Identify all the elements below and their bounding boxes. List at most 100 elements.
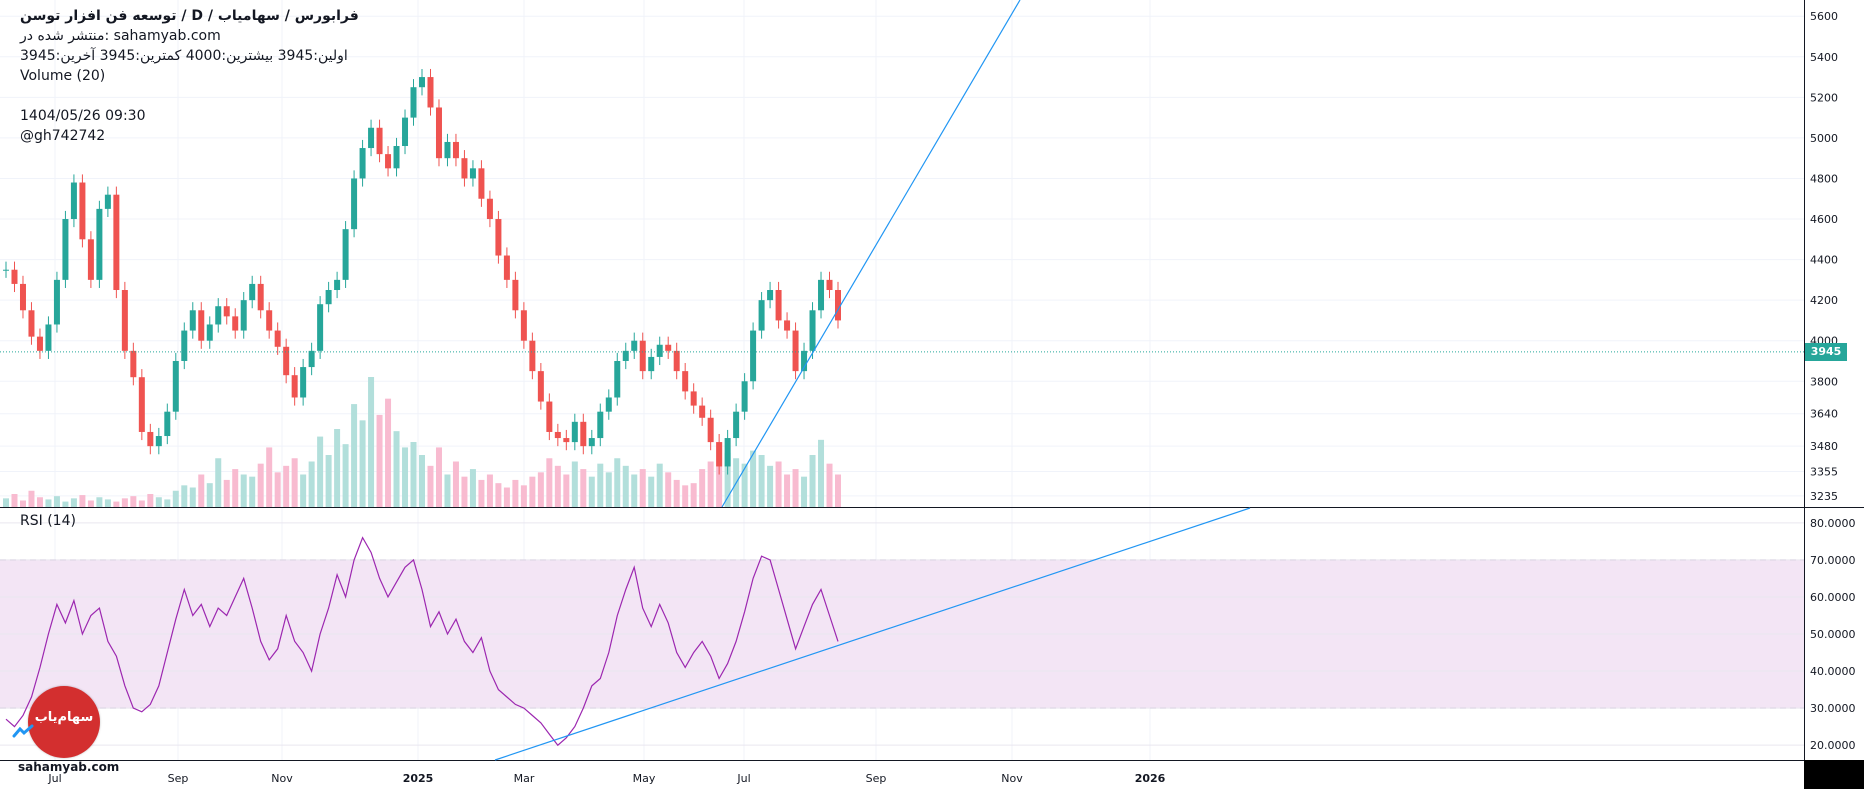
- candle-body-7: [62, 219, 69, 280]
- candle-body-68: [580, 421, 587, 447]
- candle-body-34: [291, 375, 298, 398]
- price-tick-10: 5000: [1810, 132, 1838, 145]
- volume-bar-42: [359, 420, 366, 507]
- volume-bar-5: [45, 499, 52, 507]
- candle-body-70: [597, 411, 604, 439]
- volume-bar-61: [520, 485, 527, 507]
- logo-text: سهام‌یاب: [34, 710, 94, 725]
- candle-body-80: [682, 371, 689, 392]
- candle-body-84: [716, 442, 723, 467]
- corner-block: [1804, 760, 1864, 789]
- candle-body-90: [767, 290, 774, 301]
- candle-body-14: [121, 290, 128, 351]
- volume-bar-25: [215, 458, 222, 507]
- time-tick-1: Sep: [168, 772, 189, 785]
- candle-body-30: [257, 283, 264, 311]
- candle-body-51: [435, 107, 442, 159]
- volume-bar-6: [53, 496, 60, 507]
- volume-bar-57: [486, 474, 493, 507]
- candle-body-15: [130, 350, 137, 378]
- volume-bar-56: [478, 479, 485, 507]
- volume-bar-92: [784, 474, 791, 507]
- volume-bar-32: [274, 472, 281, 507]
- candle-body-92: [784, 320, 791, 331]
- volume-bar-18: [155, 497, 162, 507]
- price-tick-8: 4600: [1810, 213, 1838, 226]
- rsi-line: [5, 536, 839, 747]
- volume-bar-88: [750, 450, 757, 507]
- candle-body-76: [648, 356, 655, 372]
- candle-body-91: [775, 290, 782, 321]
- volume-bar-97: [826, 463, 833, 507]
- rsi-tick-6: 80.0000: [1810, 517, 1856, 530]
- volume-bar-17: [147, 494, 154, 507]
- volume-bar-51: [435, 447, 442, 507]
- volume-bar-21: [181, 485, 188, 507]
- volume-bar-9: [79, 495, 86, 507]
- volume-bar-93: [792, 469, 799, 507]
- volume-bar-52: [444, 474, 451, 507]
- candle-body-88: [750, 330, 757, 382]
- rsi-tick-1: 30.0000: [1810, 702, 1856, 715]
- volume-bar-28: [240, 474, 247, 507]
- volume-bar-19: [164, 499, 171, 507]
- volume-bar-33: [283, 465, 290, 507]
- volume-bar-62: [529, 476, 536, 507]
- volume-bar-35: [300, 474, 307, 507]
- volume-bar-10: [87, 500, 94, 507]
- volume-bar-0: [3, 498, 9, 507]
- volume-bar-37: [317, 436, 324, 507]
- candle-body-29: [249, 283, 256, 301]
- volume-bar-36: [308, 461, 315, 507]
- candle-body-12: [104, 194, 111, 209]
- volume-bar-58: [495, 483, 502, 507]
- time-tick-9: 2026: [1135, 772, 1166, 785]
- candle-body-69: [588, 438, 595, 447]
- volume-bar-1: [11, 494, 18, 507]
- candle-body-83: [707, 417, 714, 443]
- time-tick-0: Jul: [47, 772, 61, 785]
- volume-bar-8: [70, 498, 77, 507]
- candle-body-36: [308, 350, 315, 368]
- volume-bar-15: [130, 496, 137, 507]
- time-tick-3: 2025: [403, 772, 434, 785]
- volume-bar-95: [809, 455, 816, 507]
- rsi-tick-5: 70.0000: [1810, 554, 1856, 567]
- candle-body-75: [639, 340, 646, 372]
- candle-body-60: [512, 279, 519, 311]
- price-tick-9: 4800: [1810, 172, 1838, 185]
- candle-body-71: [605, 397, 612, 412]
- volume-bar-77: [656, 463, 663, 507]
- sahamyab-logo-icon[interactable]: سهام‌یاب: [28, 686, 100, 758]
- volume-bar-34: [291, 458, 298, 507]
- candle-body-39: [334, 279, 341, 291]
- volume-bar-78: [665, 472, 672, 507]
- candle-body-45: [385, 154, 392, 169]
- candle-body-5: [45, 324, 52, 351]
- candle-body-82: [699, 405, 706, 418]
- volume-bar-40: [342, 444, 349, 507]
- candle-body-10: [87, 239, 94, 280]
- candle-body-11: [96, 208, 103, 280]
- volume-bar-65: [554, 465, 561, 507]
- candle-body-16: [138, 377, 145, 432]
- candle-body-23: [198, 310, 205, 341]
- candle-body-19: [164, 411, 171, 437]
- candle-body-28: [240, 300, 247, 331]
- volume-bar-90: [767, 465, 774, 507]
- candle-body-65: [554, 431, 561, 439]
- candle-body-22: [189, 310, 196, 331]
- price-tick-13: 5600: [1810, 10, 1838, 23]
- price-tick-12: 5400: [1810, 51, 1838, 64]
- candle-body-27: [232, 316, 239, 331]
- candle-body-8: [70, 182, 77, 220]
- candle-body-41: [351, 178, 358, 230]
- candle-body-54: [461, 158, 468, 179]
- volume-bar-82: [699, 469, 706, 507]
- volume-bar-22: [189, 487, 196, 507]
- candle-body-31: [266, 310, 273, 331]
- candle-body-96: [818, 279, 825, 311]
- candle-body-87: [741, 381, 748, 412]
